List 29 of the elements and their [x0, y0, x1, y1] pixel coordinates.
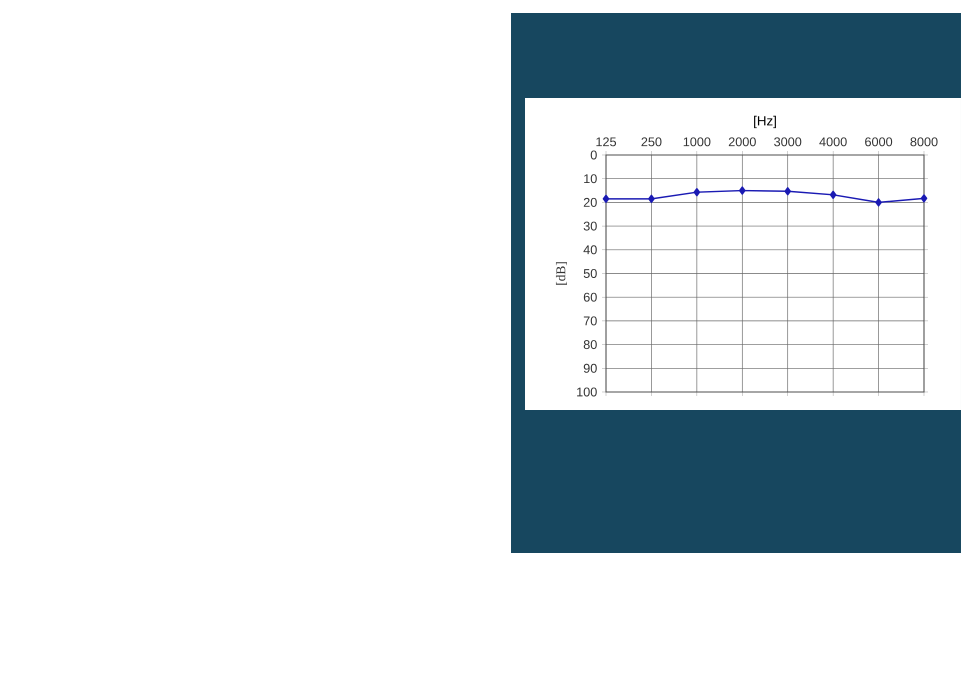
- y-tick-label: 10: [584, 174, 597, 184]
- y-axis-title: [dB]: [556, 262, 567, 285]
- x-axis-title: [Hz]: [754, 116, 776, 128]
- point: [920, 194, 928, 203]
- x-tick-label: 3000: [774, 137, 802, 146]
- y-tick-label: 70: [584, 316, 597, 326]
- x-tick-label: 2000: [728, 137, 756, 146]
- y-tick-label: 20: [584, 198, 597, 207]
- x-tick-label: 125: [596, 137, 616, 146]
- y-tick-label: 100: [577, 388, 597, 396]
- y-tick-label: 0: [590, 150, 597, 160]
- y-tick-label: 80: [584, 340, 597, 350]
- point: [875, 198, 882, 207]
- point: [738, 186, 746, 195]
- x-tick-label: 1000: [684, 137, 710, 146]
- y-tick-label: 90: [584, 364, 597, 373]
- y-tick-label: 60: [584, 292, 597, 302]
- point: [602, 194, 610, 204]
- y-tick-label: 30: [584, 222, 597, 231]
- point: [830, 190, 836, 200]
- x-tick-label: 8000: [910, 137, 938, 146]
- x-tick-label: 250: [641, 137, 662, 146]
- x-tick-label: 6000: [865, 137, 892, 146]
- point: [784, 187, 792, 196]
- point: [648, 194, 655, 204]
- x-tick-label: 4000: [819, 137, 847, 146]
- y-tick-label: 50: [584, 269, 597, 278]
- point: [694, 188, 700, 196]
- y-tick-label: 40: [583, 245, 597, 254]
